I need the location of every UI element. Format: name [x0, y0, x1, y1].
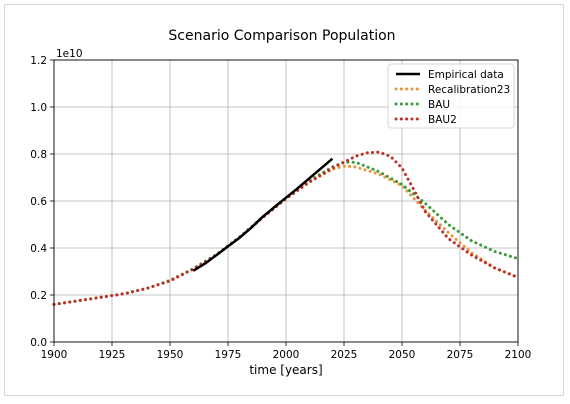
legend-box — [387, 63, 515, 129]
x-tick-label: 1925 — [99, 349, 126, 361]
x-tick-label: 2025 — [331, 349, 358, 361]
y-tick-label: 1.2 — [30, 55, 47, 67]
y-offset-label: 1e10 — [56, 48, 83, 60]
y-tick-label: 0.4 — [30, 243, 47, 255]
x-tick-label: 2050 — [389, 349, 416, 361]
y-tick-label: 0.0 — [30, 337, 47, 349]
x-tick-label: 1975 — [215, 349, 242, 361]
x-tick-label: 1900 — [41, 349, 68, 361]
series-lines — [52, 150, 520, 306]
axis-ticks: 1900 1925 1950 1975 2000 2025 2050 2075 2100 0.0 0… — [30, 55, 531, 361]
chart-title: Scenario Comparison Population — [168, 28, 395, 44]
legend-label: Empirical data — [428, 69, 504, 81]
series-line-empirical-data — [192, 157, 334, 272]
x-axis-label: time [years] — [249, 363, 322, 377]
series-line-bau2 — [52, 150, 520, 306]
x-tick-label: 1950 — [157, 349, 184, 361]
legend-label: Recalibration23 — [428, 84, 510, 96]
y-tick-label: 0.6 — [30, 196, 47, 208]
x-tick-label: 2100 — [505, 349, 532, 361]
y-tick-label: 0.2 — [30, 290, 47, 302]
x-tick-label: 2075 — [447, 349, 474, 361]
y-tick-label: 0.8 — [30, 149, 47, 161]
y-tick-label: 1.0 — [30, 102, 47, 114]
legend: Empirical data Recalibration23 BAU BAU2 — [387, 63, 515, 129]
x-tick-label: 2000 — [273, 349, 300, 361]
legend-label: BAU2 — [428, 114, 457, 126]
legend-label: BAU — [428, 99, 450, 111]
